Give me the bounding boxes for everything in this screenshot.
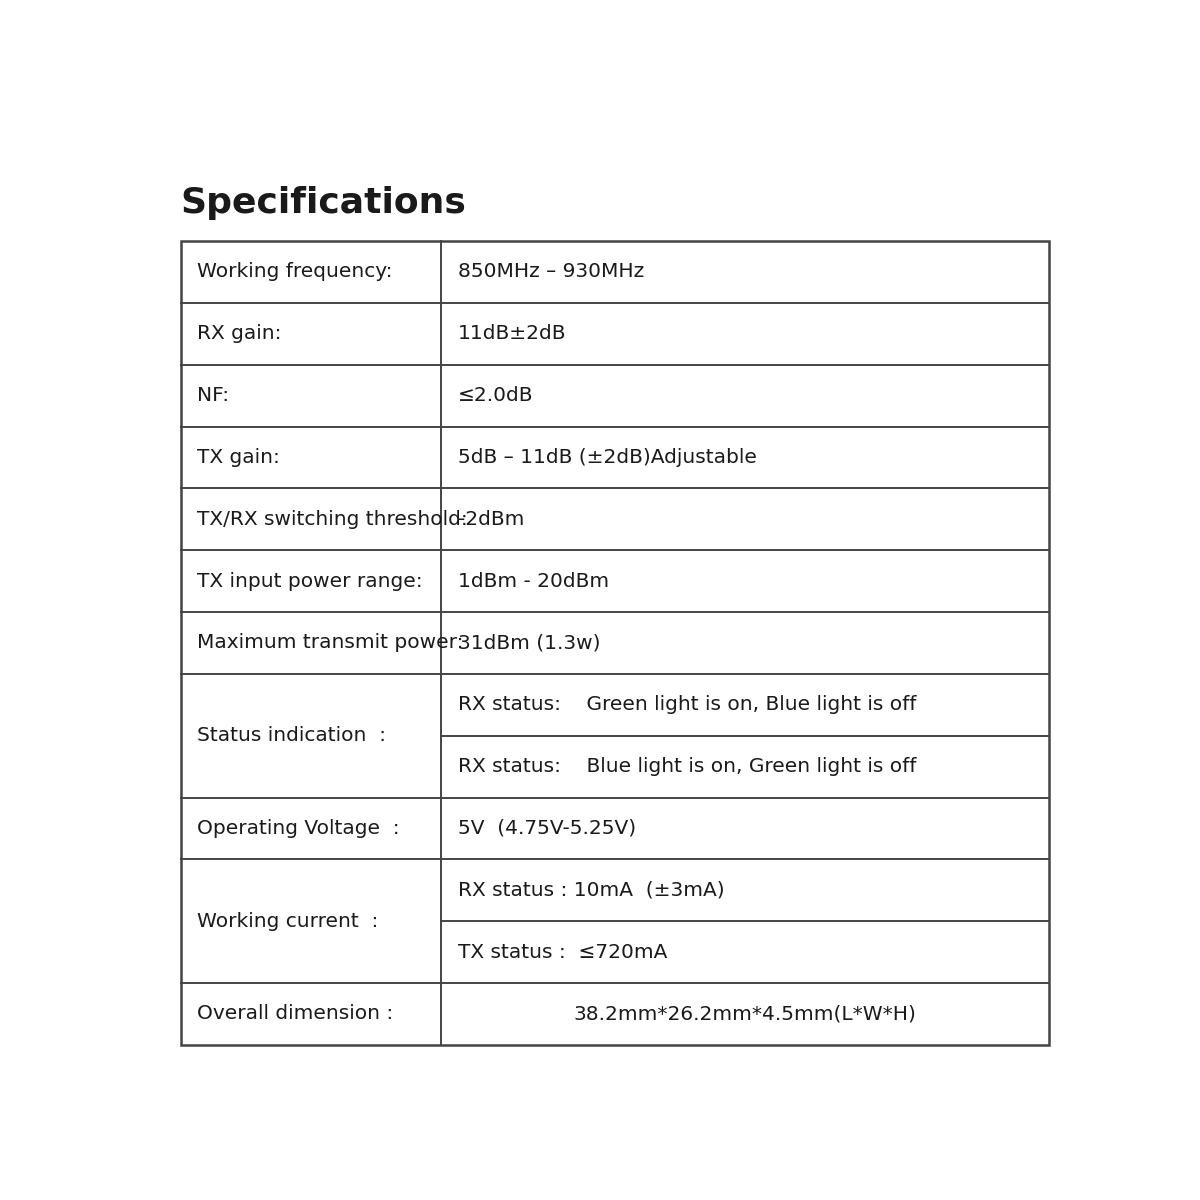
Text: TX/RX switching threshold:: TX/RX switching threshold: xyxy=(198,510,468,529)
Text: Maximum transmit power:: Maximum transmit power: xyxy=(198,634,464,653)
Text: 1dBm - 20dBm: 1dBm - 20dBm xyxy=(458,571,610,590)
Text: RX status : 10mA  (±3mA): RX status : 10mA (±3mA) xyxy=(458,881,725,900)
Text: NF:: NF: xyxy=(198,386,229,406)
Text: Overall dimension :: Overall dimension : xyxy=(198,1004,394,1024)
Text: ≤2.0dB: ≤2.0dB xyxy=(458,386,534,406)
Text: 850MHz – 930MHz: 850MHz – 930MHz xyxy=(458,263,644,282)
Text: RX status:    Green light is on, Blue light is off: RX status: Green light is on, Blue light… xyxy=(458,695,917,714)
Text: TX input power range:: TX input power range: xyxy=(198,571,424,590)
Text: Operating Voltage  :: Operating Voltage : xyxy=(198,818,400,838)
Text: Specifications: Specifications xyxy=(181,186,467,220)
Text: 11dB±2dB: 11dB±2dB xyxy=(458,324,566,343)
Text: TX status :  ≤720mA: TX status : ≤720mA xyxy=(458,943,667,961)
Text: 5V  (4.75V-5.25V): 5V (4.75V-5.25V) xyxy=(458,818,636,838)
Text: Working current  :: Working current : xyxy=(198,912,379,931)
Text: TX gain:: TX gain: xyxy=(198,448,281,467)
Text: -2dBm: -2dBm xyxy=(458,510,524,529)
Text: 38.2mm*26.2mm*4.5mm(L*W*H): 38.2mm*26.2mm*4.5mm(L*W*H) xyxy=(574,1004,917,1024)
Text: RX gain:: RX gain: xyxy=(198,324,282,343)
Bar xyxy=(181,241,1049,1045)
Text: 5dB – 11dB (±2dB)Adjustable: 5dB – 11dB (±2dB)Adjustable xyxy=(458,448,757,467)
Text: Status indication  :: Status indication : xyxy=(198,726,386,745)
Text: 31dBm (1.3w): 31dBm (1.3w) xyxy=(458,634,600,653)
Text: RX status:    Blue light is on, Green light is off: RX status: Blue light is on, Green light… xyxy=(458,757,917,776)
Text: Working frequency:: Working frequency: xyxy=(198,263,392,282)
